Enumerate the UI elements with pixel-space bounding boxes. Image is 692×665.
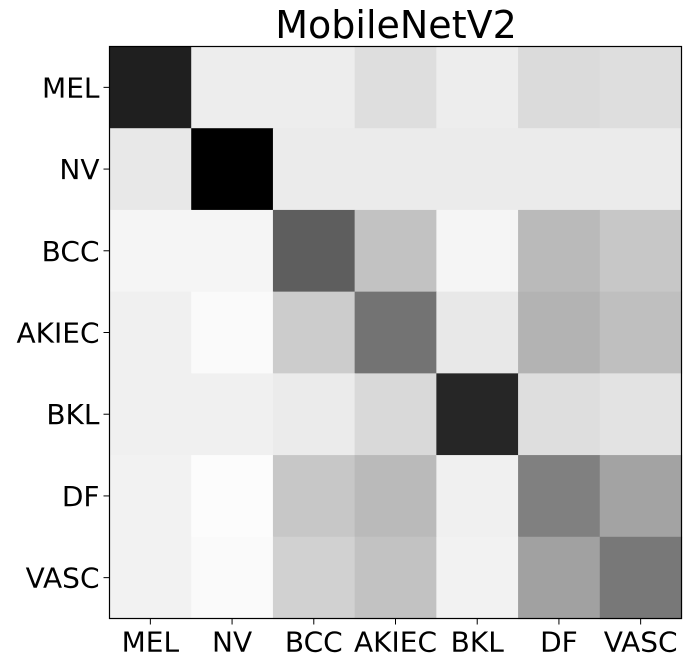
heatmap-cell-bkl-vasc (599, 373, 683, 456)
y-tick-label-bkl: BKL (46, 398, 100, 431)
heatmap-cell-vasc-bkl (436, 536, 519, 620)
heatmap-cell-vasc-akiec (354, 536, 437, 620)
heatmap-cell-akiec-df (518, 291, 601, 374)
heatmap-cell-vasc-mel (109, 536, 192, 620)
heatmap-cell-df-bcc (272, 455, 356, 538)
heatmap-cell-mel-nv (191, 46, 274, 129)
heatmap-cell-bcc-bkl (436, 209, 519, 293)
heatmap-cell-bcc-vasc (599, 209, 683, 293)
x-tick-label-bkl: BKL (451, 626, 505, 659)
heatmap-cell-akiec-akiec (354, 291, 437, 374)
y-axis: MEL NV BCC AKIEC BKL DF VASC (16, 71, 110, 595)
heatmap-cell-vasc-vasc (599, 536, 683, 620)
heatmap-cell-akiec-vasc (599, 291, 683, 374)
x-tick-label-nv: NV (212, 626, 252, 659)
heatmap-cell-bcc-mel (109, 209, 192, 293)
heatmap-cell-vasc-df (518, 536, 601, 620)
heatmap-cell-mel-akiec (354, 46, 437, 129)
x-tick-label-mel: MEL (122, 626, 180, 659)
heatmap-cell-mel-mel (109, 46, 192, 129)
heatmap-cell-bkl-akiec (354, 373, 437, 456)
heatmap-cell-mel-df (518, 46, 601, 129)
x-tick-label-akiec: AKIEC (354, 626, 437, 659)
heatmap-cell-bkl-mel (109, 373, 192, 456)
chart-title: MobileNetV2 (275, 3, 517, 47)
heatmap-cell-akiec-nv (191, 291, 274, 374)
heatmap-cell-akiec-bcc (272, 291, 356, 374)
heatmap-cell-nv-df (518, 128, 601, 211)
heatmap-cells (109, 46, 683, 620)
heatmap-cell-bcc-nv (191, 209, 274, 293)
y-tick-label-mel: MEL (42, 71, 100, 104)
y-tick-label-df: DF (62, 480, 100, 513)
heatmap-cell-nv-vasc (599, 128, 683, 211)
y-tick-label-nv: NV (59, 153, 99, 186)
heatmap-cell-vasc-nv (191, 536, 274, 620)
heatmap-cell-vasc-bcc (272, 536, 356, 620)
heatmap-cell-bkl-bkl (436, 373, 519, 456)
heatmap-cell-nv-bcc (272, 128, 356, 211)
y-tick-label-vasc: VASC (26, 562, 100, 595)
heatmap-cell-mel-bkl (436, 46, 519, 129)
heatmap-cell-bcc-akiec (354, 209, 437, 293)
x-axis: MEL NV BCC AKIEC BKL DF VASC (122, 618, 678, 659)
heatmap-cell-nv-akiec (354, 128, 437, 211)
heatmap-cell-akiec-bkl (436, 291, 519, 374)
heatmap-cell-df-bkl (436, 455, 519, 538)
y-tick-label-bcc: BCC (42, 235, 100, 268)
heatmap-cell-bcc-df (518, 209, 601, 293)
x-tick-label-df: DF (540, 626, 578, 659)
heatmap-cell-nv-bkl (436, 128, 519, 211)
heatmap-cell-nv-mel (109, 128, 192, 211)
heatmap-cell-mel-bcc (272, 46, 356, 129)
heatmap-cell-mel-vasc (599, 46, 683, 129)
heatmap-cell-bkl-df (518, 373, 601, 456)
heatmap-cell-df-vasc (599, 455, 683, 538)
y-tick-label-akiec: AKIEC (16, 317, 99, 350)
heatmap-cell-df-df (518, 455, 601, 538)
heatmap-cell-akiec-mel (109, 291, 192, 374)
heatmap-cell-df-nv (191, 455, 274, 538)
heatmap-cell-bkl-nv (191, 373, 274, 456)
x-tick-label-vasc: VASC (604, 626, 678, 659)
heatmap-cell-df-mel (109, 455, 192, 538)
heatmap-cell-nv-nv (191, 128, 274, 211)
heatmap-cell-bcc-bcc (272, 209, 356, 293)
heatmap-cell-bkl-bcc (272, 373, 356, 456)
heatmap-cell-df-akiec (354, 455, 437, 538)
x-tick-label-bcc: BCC (285, 626, 343, 659)
